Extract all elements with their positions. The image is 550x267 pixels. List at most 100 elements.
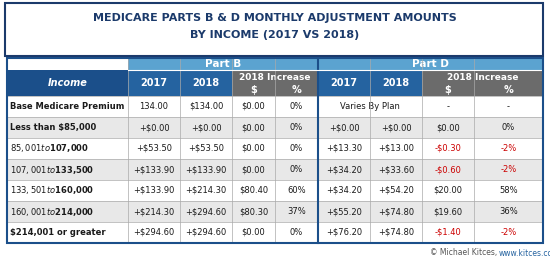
Bar	[180, 70, 232, 96]
Text: 0%: 0%	[290, 102, 303, 111]
Text: Part B: Part B	[205, 59, 241, 69]
Bar	[474, 84, 543, 96]
Text: +$133.90: +$133.90	[133, 165, 175, 174]
Text: -: -	[507, 102, 510, 111]
Text: $134.00: $134.00	[189, 102, 223, 111]
Text: +$0.00: +$0.00	[329, 123, 359, 132]
Text: $0.00: $0.00	[241, 228, 265, 237]
Text: 36%: 36%	[499, 207, 518, 216]
Text: +$0.00: +$0.00	[191, 123, 221, 132]
Text: 0%: 0%	[502, 123, 515, 132]
Text: 2018: 2018	[192, 78, 219, 88]
Text: 2018 Increase: 2018 Increase	[447, 73, 518, 81]
Bar	[7, 58, 543, 243]
Text: $0.00: $0.00	[241, 165, 265, 174]
Bar	[7, 159, 543, 180]
Text: 2017: 2017	[331, 78, 358, 88]
Text: %: %	[292, 85, 301, 95]
Text: $214,001 or greater: $214,001 or greater	[10, 228, 106, 237]
Text: +$0.00: +$0.00	[139, 123, 169, 132]
Bar	[128, 70, 180, 96]
Text: -2%: -2%	[500, 144, 516, 153]
Text: © Michael Kitces,: © Michael Kitces,	[430, 249, 499, 257]
Text: 2018: 2018	[382, 78, 410, 88]
Bar	[232, 84, 275, 96]
Text: +$34.20: +$34.20	[326, 165, 362, 174]
Text: +$33.60: +$33.60	[378, 165, 414, 174]
Text: $0.00: $0.00	[241, 123, 265, 132]
Text: +$55.20: +$55.20	[326, 207, 362, 216]
Text: +$53.50: +$53.50	[188, 144, 224, 153]
Bar	[7, 96, 543, 117]
Bar	[7, 180, 543, 201]
Text: +$34.20: +$34.20	[326, 186, 362, 195]
Text: +$13.30: +$13.30	[326, 144, 362, 153]
Text: BY INCOME (2017 VS 2018): BY INCOME (2017 VS 2018)	[190, 30, 360, 40]
Bar	[7, 117, 543, 138]
Text: +$0.00: +$0.00	[381, 123, 411, 132]
Text: $0.00: $0.00	[241, 144, 265, 153]
Text: $19.60: $19.60	[433, 207, 463, 216]
Text: -2%: -2%	[500, 165, 516, 174]
Text: $85,001 to $107,000: $85,001 to $107,000	[10, 143, 89, 155]
Text: -2%: -2%	[500, 228, 516, 237]
Text: +$294.60: +$294.60	[185, 228, 227, 237]
Bar	[232, 70, 318, 84]
Text: $: $	[250, 85, 257, 95]
Text: $80.30: $80.30	[239, 207, 268, 216]
Bar	[422, 70, 543, 84]
Text: Part D: Part D	[412, 59, 449, 69]
Text: $20.00: $20.00	[433, 186, 463, 195]
Bar	[5, 3, 543, 56]
Text: +$53.50: +$53.50	[136, 144, 172, 153]
Text: +$74.80: +$74.80	[378, 228, 414, 237]
Text: +$76.20: +$76.20	[326, 228, 362, 237]
Text: %: %	[504, 85, 513, 95]
Text: $133,501 to $160,000: $133,501 to $160,000	[10, 184, 95, 197]
Text: 134.00: 134.00	[140, 102, 168, 111]
Bar	[7, 70, 128, 96]
Text: +$214.30: +$214.30	[133, 207, 175, 216]
Text: Varies By Plan: Varies By Plan	[340, 102, 400, 111]
Text: 0%: 0%	[290, 144, 303, 153]
Text: 60%: 60%	[287, 186, 306, 195]
Text: Income: Income	[47, 78, 87, 88]
Text: +$13.00: +$13.00	[378, 144, 414, 153]
Text: 58%: 58%	[499, 186, 518, 195]
Text: -$0.30: -$0.30	[434, 144, 461, 153]
Text: $107,001 to $133,500: $107,001 to $133,500	[10, 163, 95, 175]
Text: +$294.60: +$294.60	[133, 228, 175, 237]
Text: -: -	[447, 102, 449, 111]
Text: +$54.20: +$54.20	[378, 186, 414, 195]
Text: 2017: 2017	[140, 78, 168, 88]
Text: +$294.60: +$294.60	[185, 207, 227, 216]
Text: 0%: 0%	[290, 165, 303, 174]
Text: $0.00: $0.00	[436, 123, 460, 132]
Text: 37%: 37%	[287, 207, 306, 216]
Text: 2018 Increase: 2018 Increase	[239, 73, 311, 81]
Text: Base Medicare Premium: Base Medicare Premium	[10, 102, 124, 111]
Bar	[370, 70, 422, 96]
Bar	[422, 84, 474, 96]
Bar	[7, 138, 543, 159]
Text: -$0.60: -$0.60	[434, 165, 461, 174]
Text: +$133.90: +$133.90	[185, 165, 227, 174]
Text: $0.00: $0.00	[241, 102, 265, 111]
Bar	[318, 70, 370, 96]
Bar	[128, 58, 318, 70]
Text: $80.40: $80.40	[239, 186, 268, 195]
Text: $160,001 to $214,000: $160,001 to $214,000	[10, 206, 95, 218]
Text: Less than $85,000: Less than $85,000	[10, 123, 96, 132]
Bar	[275, 84, 318, 96]
Text: MEDICARE PARTS B & D MONTHLY ADJUSTMENT AMOUNTS: MEDICARE PARTS B & D MONTHLY ADJUSTMENT …	[93, 13, 457, 23]
Text: +$133.90: +$133.90	[133, 186, 175, 195]
Text: $: $	[444, 85, 452, 95]
Bar	[318, 58, 543, 70]
Bar	[7, 201, 543, 222]
Bar	[7, 222, 543, 243]
Text: 0%: 0%	[290, 228, 303, 237]
Text: +$214.30: +$214.30	[185, 186, 227, 195]
Text: -$1.40: -$1.40	[434, 228, 461, 237]
Text: +$74.80: +$74.80	[378, 207, 414, 216]
Text: 0%: 0%	[290, 123, 303, 132]
